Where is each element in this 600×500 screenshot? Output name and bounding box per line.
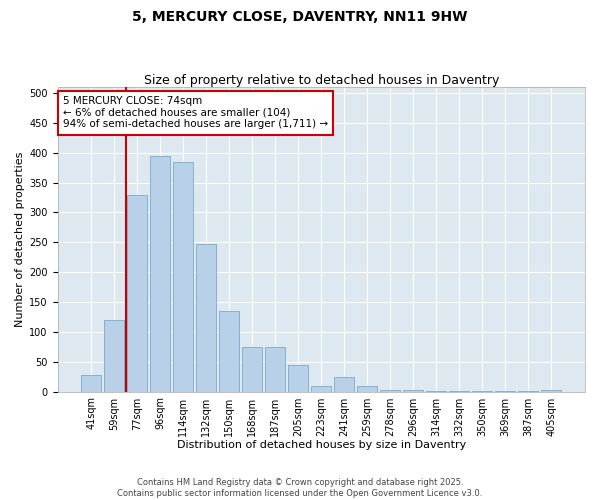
Bar (173, 162, 193, 392)
Bar (265, 347, 285, 392)
Bar (358, 386, 377, 392)
Bar (472, 391, 492, 392)
Text: Contains HM Land Registry data © Crown copyright and database right 2025.
Contai: Contains HM Land Registry data © Crown c… (118, 478, 482, 498)
Text: 5 MERCURY CLOSE: 74sqm
← 6% of detached houses are smaller (104)
94% of semi-det: 5 MERCURY CLOSE: 74sqm ← 6% of detached … (63, 96, 328, 130)
Bar (289, 364, 308, 392)
Bar (403, 390, 423, 392)
Bar (334, 376, 354, 392)
Bar (104, 320, 124, 392)
Bar (311, 386, 331, 392)
Bar (449, 391, 469, 392)
Bar (380, 390, 400, 392)
Bar (151, 156, 170, 392)
Bar (127, 194, 147, 392)
Title: Size of property relative to detached houses in Daventry: Size of property relative to detached ho… (143, 74, 499, 87)
Bar (541, 390, 561, 392)
Bar (427, 391, 446, 392)
Bar (220, 311, 239, 392)
Bar (82, 375, 101, 392)
Y-axis label: Number of detached properties: Number of detached properties (15, 152, 25, 327)
X-axis label: Distribution of detached houses by size in Daventry: Distribution of detached houses by size … (176, 440, 466, 450)
Bar (242, 347, 262, 392)
Bar (196, 244, 216, 392)
Bar (518, 391, 538, 392)
Text: 5, MERCURY CLOSE, DAVENTRY, NN11 9HW: 5, MERCURY CLOSE, DAVENTRY, NN11 9HW (133, 10, 467, 24)
Bar (496, 391, 515, 392)
